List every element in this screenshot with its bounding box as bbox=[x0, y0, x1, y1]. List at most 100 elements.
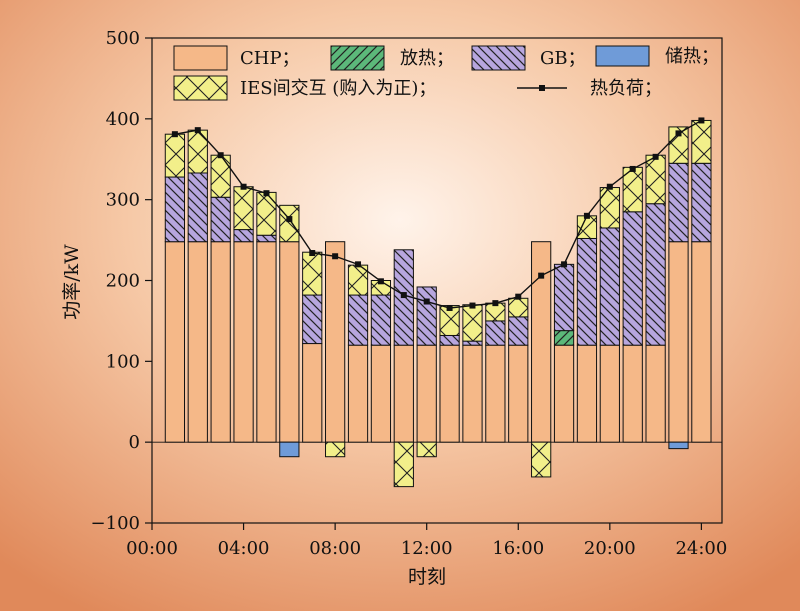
bar-chp bbox=[576, 344, 598, 443]
bar-chp bbox=[347, 344, 369, 443]
load-point bbox=[652, 153, 659, 160]
bar-ies bbox=[325, 441, 346, 458]
y-tick-label: 300 bbox=[106, 190, 140, 211]
x-tick-label: 12:00 bbox=[401, 538, 453, 559]
bar-chp bbox=[393, 344, 414, 443]
axes: −100 0 100 200 300 400 500 00:00 04:00 08:00 12:00… bbox=[91, 28, 728, 559]
y-tick-label: 500 bbox=[106, 28, 140, 49]
bar-gb bbox=[233, 229, 254, 243]
load-point bbox=[469, 302, 476, 309]
bar-gb bbox=[576, 237, 598, 346]
bar-gb bbox=[462, 340, 483, 346]
bar-chp bbox=[233, 241, 254, 443]
load-point bbox=[538, 272, 545, 279]
load-point bbox=[606, 183, 613, 190]
bars bbox=[164, 119, 712, 488]
bar-gb bbox=[508, 316, 529, 346]
load-point bbox=[583, 212, 590, 219]
load-point bbox=[400, 292, 407, 299]
load-point bbox=[423, 298, 430, 305]
bar-ies bbox=[691, 119, 712, 164]
load-point bbox=[332, 253, 339, 260]
load-point bbox=[629, 165, 636, 172]
bar-release bbox=[553, 330, 575, 346]
legend-label-load: 热负荷； bbox=[590, 78, 662, 99]
bar-storage bbox=[279, 441, 300, 458]
bar-gb bbox=[485, 320, 506, 346]
bar-chp bbox=[622, 344, 643, 443]
y-tick-label: 400 bbox=[106, 109, 140, 130]
load-point bbox=[355, 261, 362, 268]
bar-ies bbox=[164, 133, 186, 178]
bar-chp bbox=[668, 241, 689, 443]
load-point bbox=[286, 216, 293, 223]
bar-gb bbox=[553, 263, 575, 332]
bar-chp bbox=[279, 241, 300, 443]
load-point bbox=[240, 183, 247, 190]
bar-chp bbox=[645, 344, 666, 443]
bar-gb bbox=[416, 286, 437, 346]
bar-chp bbox=[187, 241, 208, 443]
bar-gb bbox=[691, 162, 712, 243]
legend-label-ies: IES间交互 (购入为正)； bbox=[240, 78, 436, 99]
bar-gb bbox=[599, 227, 620, 346]
bar-chp bbox=[256, 241, 277, 443]
load-line bbox=[171, 117, 705, 311]
bar-ies bbox=[302, 251, 323, 296]
legend-label-gb: GB； bbox=[540, 48, 586, 69]
bar-chp bbox=[599, 344, 620, 443]
x-tick-label: 16:00 bbox=[492, 538, 544, 559]
bar-ies bbox=[256, 191, 277, 236]
bar-ies bbox=[416, 441, 437, 458]
bar-ies bbox=[645, 154, 666, 205]
load-point bbox=[309, 250, 316, 257]
bar-ies bbox=[508, 297, 529, 318]
x-tick-label: 20:00 bbox=[584, 538, 636, 559]
load-point bbox=[698, 117, 705, 124]
bar-gb bbox=[210, 196, 231, 243]
bar-chp bbox=[164, 241, 186, 443]
bar-chp bbox=[553, 344, 575, 443]
load-series-line bbox=[174, 119, 702, 309]
bar-gb bbox=[256, 234, 277, 243]
bar-gb bbox=[370, 294, 392, 346]
bar-chp bbox=[462, 344, 483, 443]
legend-swatch-storage bbox=[595, 45, 650, 67]
bar-storage bbox=[668, 441, 689, 450]
x-axis-label: 时刻 bbox=[408, 566, 446, 588]
bar-gb bbox=[347, 294, 369, 346]
load-point bbox=[263, 190, 270, 197]
legend-label-chp: CHP； bbox=[240, 48, 300, 69]
bar-ies bbox=[393, 441, 414, 488]
bar-gb bbox=[439, 334, 460, 346]
load-point bbox=[675, 130, 682, 137]
legend-swatch-gb bbox=[471, 45, 526, 71]
y-tick-label: 0 bbox=[129, 432, 140, 453]
bar-chp bbox=[485, 344, 506, 443]
load-point bbox=[377, 278, 384, 285]
x-tick-label: 24:00 bbox=[675, 538, 727, 559]
load-point bbox=[561, 261, 568, 268]
load-point bbox=[217, 152, 224, 159]
load-point bbox=[446, 304, 453, 311]
bar-chp bbox=[439, 344, 460, 443]
y-tick-label: −100 bbox=[91, 513, 140, 534]
bar-chp bbox=[302, 343, 323, 443]
bar-gb bbox=[645, 203, 666, 346]
load-point bbox=[515, 293, 522, 300]
bar-gb bbox=[164, 176, 186, 243]
bar-ies bbox=[462, 304, 483, 342]
x-tick-label: 08:00 bbox=[309, 538, 361, 559]
y-axis-label: 功率/kW bbox=[61, 244, 83, 320]
bar-chp bbox=[508, 344, 529, 443]
bar-ies bbox=[599, 187, 620, 229]
bar-chp bbox=[416, 344, 437, 443]
bar-ies bbox=[210, 154, 231, 198]
bar-gb bbox=[302, 294, 323, 345]
legend-marker-load bbox=[539, 85, 545, 91]
bar-ies bbox=[668, 126, 689, 164]
bar-ies bbox=[233, 186, 254, 231]
legend: CHP； 放热； GB； 储热； IES间交互 (购入为正)； 热负荷； bbox=[173, 45, 719, 101]
legend-swatch-ies bbox=[173, 75, 228, 101]
x-tick-label: 04:00 bbox=[218, 538, 270, 559]
